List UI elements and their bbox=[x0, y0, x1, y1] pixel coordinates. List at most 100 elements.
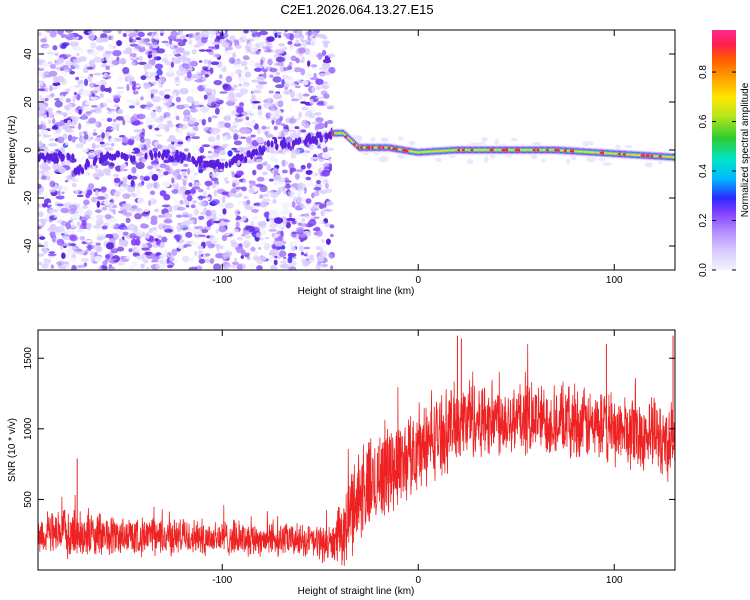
noise-speck bbox=[51, 163, 61, 170]
noise-speck bbox=[328, 157, 332, 163]
noise-speck bbox=[91, 49, 100, 57]
noise-speck bbox=[256, 265, 263, 270]
noise-speck bbox=[202, 190, 208, 198]
noise-speck bbox=[255, 158, 263, 163]
noise-speck bbox=[59, 245, 63, 250]
noise-speck bbox=[316, 263, 324, 267]
noise-speck bbox=[217, 120, 227, 128]
noise-speck bbox=[112, 49, 122, 57]
noise-speck bbox=[107, 221, 116, 229]
noise-speck bbox=[154, 238, 159, 242]
noise-speck bbox=[291, 201, 296, 208]
colorbar-tick-label: 0.2 bbox=[698, 213, 709, 227]
noise-speck bbox=[278, 250, 287, 258]
noise-speck bbox=[65, 125, 71, 132]
noise-speck bbox=[151, 256, 160, 261]
noise-speck bbox=[231, 171, 236, 178]
noise-speck bbox=[245, 116, 250, 121]
noise-speck bbox=[244, 143, 250, 148]
noise-speck bbox=[112, 94, 122, 99]
noise-speck bbox=[135, 236, 141, 240]
noise-speck bbox=[98, 219, 105, 226]
spectrogram-x-tick-label: 0 bbox=[415, 275, 421, 286]
noise-speck bbox=[56, 30, 64, 35]
noise-speck bbox=[184, 115, 192, 118]
noise-speck bbox=[61, 78, 67, 85]
spectrogram-y-axis-label: Frequency (Hz) bbox=[7, 116, 18, 185]
noise-speck bbox=[259, 200, 268, 208]
ridge-mark bbox=[329, 133, 333, 139]
noise-speck bbox=[130, 238, 138, 246]
noise-speck bbox=[183, 109, 191, 117]
noise-speck bbox=[48, 218, 53, 223]
noise-speck bbox=[266, 126, 270, 130]
noise-speck bbox=[95, 242, 101, 246]
colorbar-tick-label: 0.4 bbox=[698, 164, 709, 178]
noise-speck bbox=[222, 83, 229, 90]
noise-speck bbox=[129, 99, 138, 104]
noise-speck bbox=[71, 246, 76, 251]
noise-speck bbox=[320, 142, 327, 149]
noise-speck bbox=[308, 219, 317, 226]
noise-speck bbox=[230, 71, 235, 78]
noise-speck bbox=[231, 261, 240, 266]
noise-speck bbox=[281, 169, 288, 174]
noise-speck bbox=[38, 80, 45, 84]
noise-speck bbox=[207, 136, 216, 143]
noise-speck bbox=[288, 118, 297, 124]
noise-speck bbox=[48, 49, 58, 55]
noise-speck bbox=[161, 236, 168, 243]
noise-speck bbox=[128, 32, 137, 38]
noise-speck bbox=[147, 76, 157, 81]
noise-speck bbox=[193, 44, 201, 48]
noise-speck bbox=[261, 241, 267, 245]
noise-speck bbox=[250, 134, 256, 138]
noise-speck bbox=[112, 45, 117, 49]
ridge-mark bbox=[316, 132, 320, 138]
noise-speck bbox=[312, 227, 321, 232]
noise-speck bbox=[175, 47, 185, 54]
noise-speck bbox=[262, 46, 271, 50]
noise-speck bbox=[205, 48, 213, 53]
noise-speck bbox=[101, 206, 107, 211]
ridge-mark bbox=[187, 153, 191, 159]
noise-speck bbox=[257, 105, 262, 111]
noise-speck bbox=[181, 194, 186, 199]
ridge-mark bbox=[157, 152, 161, 157]
noise-speck bbox=[92, 132, 98, 136]
noise-speck bbox=[163, 212, 173, 220]
noise-speck bbox=[139, 132, 145, 139]
noise-speck bbox=[203, 35, 209, 38]
snr-line bbox=[38, 344, 675, 566]
noise-speck bbox=[42, 123, 47, 131]
noise-speck bbox=[268, 228, 278, 232]
noise-speck bbox=[189, 257, 195, 262]
ridge-mark bbox=[71, 154, 75, 160]
noise-speck bbox=[48, 111, 54, 118]
noise-speck bbox=[185, 96, 194, 103]
snr-x-axis: -100 0 100 bbox=[212, 330, 623, 586]
noise-speck bbox=[131, 151, 140, 154]
noise-speck bbox=[167, 66, 174, 75]
noise-speck bbox=[204, 180, 213, 187]
noise-speck bbox=[252, 89, 262, 94]
noise-speck bbox=[173, 199, 179, 204]
noise-speck bbox=[132, 228, 138, 233]
noise-speck bbox=[128, 36, 133, 43]
noise-speck bbox=[218, 202, 226, 208]
snr-x-tick-label: 0 bbox=[415, 575, 421, 586]
noise-speck bbox=[48, 70, 58, 77]
noise-speck bbox=[190, 166, 195, 174]
noise-speck bbox=[300, 129, 307, 133]
noise-speck bbox=[105, 56, 115, 62]
noise-speck bbox=[275, 56, 285, 63]
noise-speck bbox=[171, 189, 179, 194]
noise-speck bbox=[101, 132, 105, 139]
ridge-mark bbox=[108, 154, 112, 159]
noise-speck bbox=[252, 205, 261, 209]
ridge-mark bbox=[199, 156, 203, 162]
noise-speck bbox=[185, 204, 190, 208]
noise-speck bbox=[326, 119, 334, 125]
noise-speck bbox=[85, 244, 96, 250]
noise-speck bbox=[225, 180, 230, 184]
